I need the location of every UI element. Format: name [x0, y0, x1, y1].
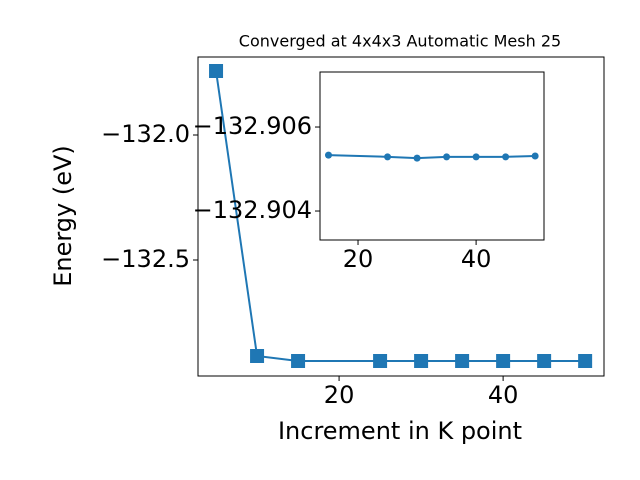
marker — [384, 153, 392, 161]
marker — [578, 354, 593, 368]
x-tick-label: 40 — [461, 245, 492, 273]
axes-frame — [197, 56, 605, 377]
marker — [531, 152, 539, 160]
x-tick-label: 20 — [343, 245, 374, 273]
marker — [472, 153, 480, 161]
marker — [414, 354, 429, 368]
marker — [209, 64, 224, 78]
x-tick-label: 20 — [324, 381, 355, 409]
marker — [413, 154, 421, 162]
marker — [455, 354, 470, 368]
marker — [502, 153, 510, 161]
y-tick-label: −132.5 — [101, 245, 190, 273]
marker — [537, 354, 552, 368]
x-tick-label: 40 — [488, 381, 519, 409]
y-axis-label: Energy (eV) — [49, 145, 77, 287]
y-tick-label: −132.0 — [101, 120, 190, 148]
marker — [443, 153, 451, 161]
marker — [250, 349, 265, 363]
marker — [496, 354, 511, 368]
marker — [325, 151, 333, 159]
marker — [373, 354, 388, 368]
chart-title: Converged at 4x4x3 Automatic Mesh 25 — [239, 32, 561, 51]
x-axis-label: Increment in K point — [278, 417, 522, 445]
y-tick-label: −132.906 — [193, 112, 312, 140]
marker — [291, 354, 306, 368]
inset-frame — [319, 71, 545, 241]
y-tick-label: −132.904 — [193, 196, 312, 224]
